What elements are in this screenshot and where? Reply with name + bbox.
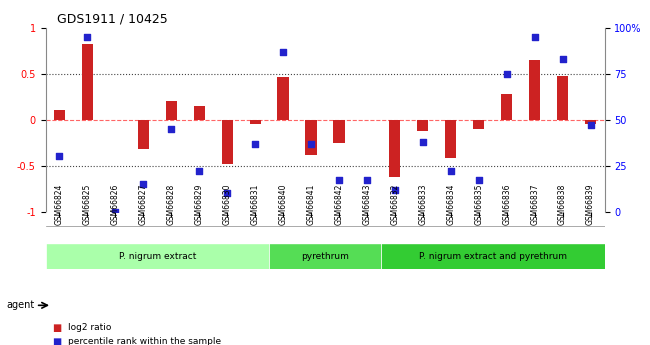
Point [250,141,261,146]
Bar [222,120,233,164]
Text: GSM66828: GSM66828 [167,183,176,225]
Bar [585,120,596,124]
Point [55,154,65,159]
Bar [381,243,604,269]
Point [138,181,149,187]
Bar [194,106,205,120]
Bar [138,120,149,149]
Text: log2 ratio: log2 ratio [68,323,112,332]
Point [474,178,484,183]
Text: GSM66824: GSM66824 [55,183,64,225]
Point [222,190,233,196]
Text: GSM66843: GSM66843 [363,183,371,225]
Point [418,139,428,145]
Point [558,56,568,62]
Point [111,209,121,214]
Point [166,126,177,131]
Bar [166,101,177,120]
Text: GSM66826: GSM66826 [111,183,120,225]
Bar [557,76,568,120]
Text: GSM66836: GSM66836 [502,183,511,225]
Text: GDS1911 / 10425: GDS1911 / 10425 [57,12,168,25]
Text: GSM66837: GSM66837 [530,183,539,225]
Text: GSM66832: GSM66832 [391,183,399,225]
Text: P. nigrum extract and pyrethrum: P. nigrum extract and pyrethrum [419,252,567,261]
Text: agent: agent [6,300,34,310]
Point [502,71,512,76]
Text: GSM66831: GSM66831 [251,183,259,225]
Bar [46,243,269,269]
Bar [445,120,456,158]
Bar [250,120,261,124]
Bar [54,110,65,120]
Text: GSM66833: GSM66833 [419,183,427,225]
Text: GSM66829: GSM66829 [195,183,203,225]
Text: GSM66839: GSM66839 [586,183,595,225]
Text: GSM66830: GSM66830 [223,183,231,225]
Bar [529,60,540,120]
Text: GSM66840: GSM66840 [279,183,287,225]
Point [194,168,205,174]
Text: ■: ■ [52,323,61,333]
Text: percentile rank within the sample: percentile rank within the sample [68,337,222,345]
Point [446,168,456,174]
Bar [306,120,317,155]
Point [334,178,345,183]
Bar [82,44,93,120]
Point [586,122,596,128]
Bar [417,120,428,131]
Point [278,49,289,54]
Point [530,34,540,40]
Bar [389,120,400,177]
Text: GSM66838: GSM66838 [558,183,567,225]
Point [362,178,372,183]
Bar [278,77,289,120]
Bar [333,120,344,142]
Text: GSM66841: GSM66841 [307,183,315,225]
Text: GSM66827: GSM66827 [139,183,148,225]
Text: GSM66842: GSM66842 [335,183,343,225]
Bar [269,243,381,269]
Point [82,34,93,40]
Text: GSM66834: GSM66834 [447,183,455,225]
Text: ■: ■ [52,337,61,345]
Text: GSM66825: GSM66825 [83,183,92,225]
Text: pyrethrum: pyrethrum [301,252,349,261]
Bar [473,120,484,129]
Text: GSM66835: GSM66835 [474,183,483,225]
Text: P. nigrum extract: P. nigrum extract [118,252,196,261]
Bar [501,94,512,120]
Point [306,141,317,146]
Point [390,187,400,192]
